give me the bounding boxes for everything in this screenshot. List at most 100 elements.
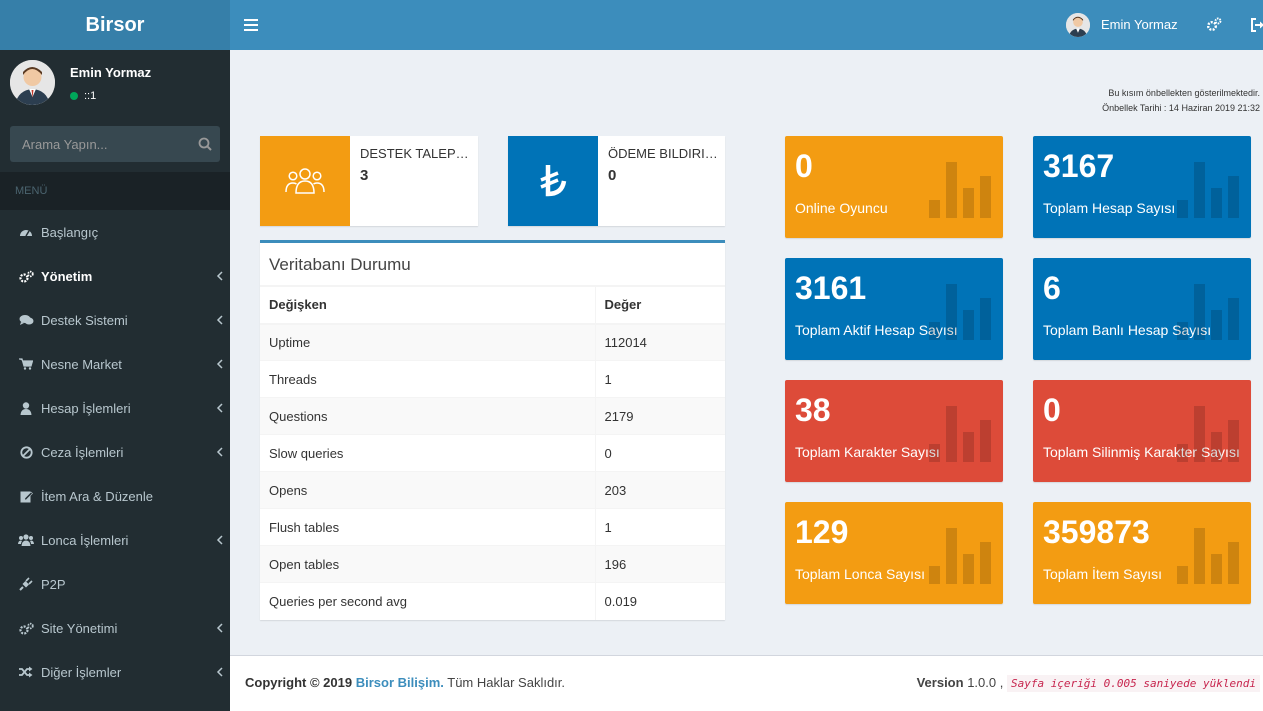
header-user-name[interactable]: Emin Yormaz bbox=[1101, 17, 1178, 32]
sidebar-item-item-ara[interactable]: İtem Ara & Düzenle bbox=[0, 474, 230, 518]
value-cell: 203 bbox=[594, 471, 725, 509]
stat-value: 3167 bbox=[1043, 148, 1115, 184]
sidebar-item-site-yonetimi[interactable]: Site Yönetimi bbox=[0, 606, 230, 650]
stat-box-characters[interactable]: 38 Toplam Karakter Sayısı bbox=[785, 380, 1003, 482]
sidebar-item-diger[interactable]: Diğer İşlemler bbox=[0, 650, 230, 694]
sidebar-item-label: Hesap İşlemleri bbox=[41, 400, 131, 416]
sidebar-item-p2p[interactable]: P2P bbox=[0, 562, 230, 606]
user-panel: Emin Yormaz ::1 bbox=[0, 50, 230, 116]
variable-cell: Opens bbox=[260, 471, 595, 509]
table-row: Questions 2179 bbox=[260, 397, 725, 435]
value-cell: 0.019 bbox=[594, 582, 725, 620]
stat-value: 0 bbox=[795, 148, 813, 184]
table-row: Queries per second avg 0.019 bbox=[260, 582, 725, 620]
bar-chart-icon bbox=[929, 162, 991, 218]
stat-box-active-accounts[interactable]: 3161 Toplam Aktif Hesap Sayısı bbox=[785, 258, 1003, 360]
value-cell: 2179 bbox=[594, 397, 725, 435]
menu-toggle-icon[interactable] bbox=[244, 17, 258, 33]
stat-value: 6 bbox=[1043, 270, 1061, 306]
edit-icon bbox=[18, 488, 34, 504]
gears-icon bbox=[18, 268, 34, 284]
user-avatar bbox=[10, 60, 55, 105]
stat-label: Toplam Aktif Hesap Sayısı bbox=[795, 322, 958, 338]
value-cell: 1 bbox=[594, 360, 725, 398]
stat-box-total-accounts[interactable]: 3167 Toplam Hesap Sayısı bbox=[1033, 136, 1251, 238]
stat-box-banned-accounts[interactable]: 6 Toplam Banlı Hesap Sayısı bbox=[1033, 258, 1251, 360]
column-header: Değer bbox=[594, 286, 725, 325]
stat-label: Toplam Hesap Sayısı bbox=[1043, 200, 1176, 216]
stat-value: 3161 bbox=[795, 270, 867, 306]
cache-notice: Bu kısım önbellekten gösterilmektedir. Ö… bbox=[1102, 86, 1260, 116]
cache-date: Önbellek Tarihi : 14 Haziran 2019 21:32 bbox=[1102, 103, 1260, 113]
value-cell: 112014 bbox=[594, 323, 725, 361]
chevron-left-icon bbox=[216, 623, 223, 633]
version-info: Version 1.0.0 , Sayfa içeriği 0.005 sani… bbox=[917, 675, 1260, 692]
sidebar-item-yonetim[interactable]: Yönetim bbox=[0, 254, 230, 298]
footer: Copyright © 2019 Birsor Bilişim. Tüm Hak… bbox=[230, 655, 1263, 711]
stat-value: 359873 bbox=[1043, 514, 1150, 550]
stat-box-online-players[interactable]: 0 Online Oyuncu bbox=[785, 136, 1003, 238]
bar-chart-icon bbox=[929, 406, 991, 462]
user-status-text: ::1 bbox=[84, 90, 97, 102]
sidebar-item-label: Nesne Market bbox=[41, 356, 122, 372]
header-avatar[interactable] bbox=[1066, 13, 1090, 37]
stat-label: Toplam Lonca Sayısı bbox=[795, 566, 925, 582]
variable-cell: Questions bbox=[260, 397, 595, 435]
settings-gears-icon[interactable] bbox=[1206, 17, 1222, 33]
support-tickets-box[interactable]: DESTEK TALEPLERİ 3 bbox=[260, 136, 478, 226]
payment-notifications-box[interactable]: ÖDEME BILDIRIMLERI 0 bbox=[508, 136, 725, 226]
value-cell: 0 bbox=[594, 434, 725, 472]
variable-cell: Threads bbox=[260, 360, 595, 398]
users-icon bbox=[18, 532, 34, 548]
variable-cell: Open tables bbox=[260, 545, 595, 583]
stat-label: Toplam Banlı Hesap Sayısı bbox=[1043, 322, 1212, 338]
chevron-left-icon bbox=[216, 271, 223, 281]
online-dot-icon bbox=[70, 92, 78, 100]
sidebar-item-baslangic[interactable]: Başlangıç bbox=[0, 210, 230, 254]
info-box-label: DESTEK TALEPLERİ bbox=[360, 146, 470, 161]
sidebar-item-label: Destek Sistemi bbox=[41, 312, 128, 328]
table-row: Threads 1 bbox=[260, 360, 725, 398]
chevron-left-icon bbox=[216, 535, 223, 545]
bar-chart-icon bbox=[929, 284, 991, 340]
rights-text: Tüm Haklar Saklıdır. bbox=[447, 675, 566, 690]
sidebar-item-lonca[interactable]: Lonca İşlemleri bbox=[0, 518, 230, 562]
stat-label: Toplam Silinmiş Karakter Sayısı bbox=[1043, 444, 1240, 460]
table-row: Flush tables 1 bbox=[260, 508, 725, 546]
table-header-row: Değişken Değer bbox=[260, 286, 725, 325]
column-header: Değişken bbox=[260, 286, 595, 325]
value-cell: 196 bbox=[594, 545, 725, 583]
random-icon bbox=[18, 664, 34, 680]
sidebar-item-destek[interactable]: Destek Sistemi bbox=[0, 298, 230, 342]
version-number: 1.0.0 , bbox=[967, 675, 1004, 690]
variable-cell: Uptime bbox=[260, 323, 595, 361]
logo[interactable]: Birsor bbox=[0, 0, 230, 50]
stat-value: 38 bbox=[795, 392, 831, 428]
table-row: Slow queries 0 bbox=[260, 434, 725, 472]
sidebar-item-hesap[interactable]: Hesap İşlemleri bbox=[0, 386, 230, 430]
user-icon bbox=[18, 400, 34, 416]
chevron-left-icon bbox=[216, 667, 223, 677]
chevron-left-icon bbox=[216, 447, 223, 457]
bar-chart-icon bbox=[1177, 284, 1239, 340]
table-row: Open tables 196 bbox=[260, 545, 725, 583]
stat-box-guilds[interactable]: 129 Toplam Lonca Sayısı bbox=[785, 502, 1003, 604]
sidebar-item-label: P2P bbox=[41, 576, 66, 592]
sidebar-item-nesne-market[interactable]: Nesne Market bbox=[0, 342, 230, 386]
sidebar-item-label: Diğer İşlemler bbox=[41, 664, 122, 680]
sidebar-menu: Başlangıç Yönetim Destek Sistemi Nesne M… bbox=[0, 210, 230, 694]
brand-link[interactable]: Birsor Bilişim. bbox=[355, 675, 444, 690]
stat-box-items[interactable]: 359873 Toplam İtem Sayısı bbox=[1033, 502, 1251, 604]
user-name: Emin Yormaz bbox=[70, 65, 152, 80]
search-input[interactable] bbox=[22, 136, 198, 152]
value-cell: 1 bbox=[594, 508, 725, 546]
cache-notice-line: Bu kısım önbellekten gösterilmektedir. bbox=[1108, 88, 1260, 98]
sidebar-item-ceza[interactable]: Ceza İşlemleri bbox=[0, 430, 230, 474]
sign-out-icon[interactable] bbox=[1250, 17, 1263, 33]
menu-header: MENÜ bbox=[0, 172, 230, 210]
info-box-value: 3 bbox=[360, 167, 369, 184]
chevron-left-icon bbox=[216, 359, 223, 369]
stat-box-deleted-characters[interactable]: 0 Toplam Silinmiş Karakter Sayısı bbox=[1033, 380, 1251, 482]
search-icon[interactable] bbox=[198, 136, 212, 152]
sidebar: Birsor Emin Yormaz ::1 MENÜ Başlangıç bbox=[0, 0, 230, 711]
